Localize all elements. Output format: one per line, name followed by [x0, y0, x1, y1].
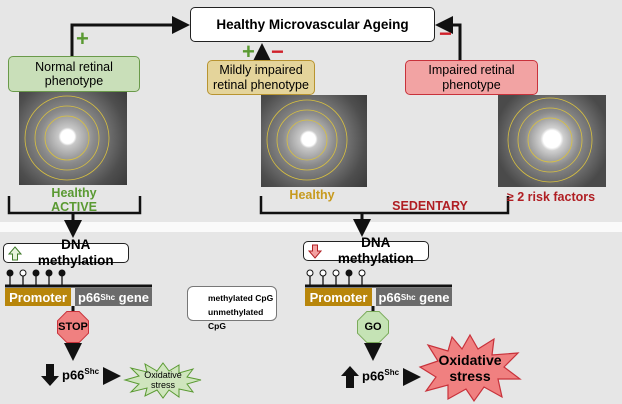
- unmethylated-cpg-marker: [332, 269, 340, 277]
- dna-methylation-increase-box: DNA methylation: [3, 237, 129, 268]
- plus-sign-left: +: [76, 26, 89, 51]
- stop-label: STOP: [58, 312, 88, 342]
- up-arrow-icon: [8, 245, 22, 260]
- promoter-block-right: Promoter: [305, 288, 372, 306]
- go-label: GO: [358, 312, 388, 342]
- unmethylated-cpg-marker: [358, 269, 366, 277]
- methylated-cpg-marker: [345, 269, 353, 277]
- unmethylated-cpg-marker: [19, 269, 27, 277]
- oxidative-stress-high: Oxidative stress: [418, 333, 522, 403]
- methylated-cpg-marker: [32, 269, 40, 277]
- dna-methylation-label: DNA methylation: [37, 237, 114, 268]
- retinal-image-impaired: [498, 95, 606, 187]
- gene-name: p66: [77, 289, 101, 305]
- stop-sign: STOP: [57, 311, 89, 343]
- gene-name: p66: [378, 289, 401, 305]
- p66-sup: Shc: [84, 367, 100, 376]
- gene-sup: Shc: [100, 292, 116, 302]
- retinal-image-normal: [19, 92, 127, 185]
- caption-healthy-active: Healthy ACTIVE: [20, 186, 128, 215]
- caption-healthy: Healthy: [51, 186, 97, 200]
- mildly-impaired-phenotype-box: Mildly impaired retinal phenotype: [207, 60, 315, 95]
- divider-band: [0, 222, 622, 232]
- gene-suffix: gene: [419, 289, 450, 305]
- impaired-phenotype-box: Impaired retinal phenotype: [405, 60, 538, 95]
- minus-sign-right: −: [439, 21, 452, 46]
- cpg-markers-right: [306, 269, 366, 285]
- arrow-left-to-title: [70, 16, 190, 56]
- p66shc-decrease-label: p66Shc: [62, 367, 99, 382]
- p66-text: p66: [62, 367, 85, 383]
- retinal-image-mildly-impaired: [261, 95, 367, 187]
- gene-sup: Shc: [400, 292, 416, 302]
- go-sign: GO: [357, 311, 389, 343]
- caption-sedentary: SEDENTARY: [392, 199, 468, 213]
- down-arrow-icon: [308, 244, 322, 259]
- unmethylated-cpg-marker: [319, 269, 327, 277]
- methylated-cpg-marker: [58, 269, 66, 277]
- dna-methylation-decrease-box: DNA methylation: [303, 235, 429, 266]
- p66-down-arrow-icon: [41, 364, 59, 386]
- gene-suffix: gene: [118, 289, 150, 305]
- promoter-block-left: Promoter: [5, 288, 71, 306]
- unmethylated-cpg-marker: [306, 269, 314, 277]
- title-healthy-microvascular-ageing: Healthy Microvascular Ageing: [190, 7, 435, 42]
- normal-retinal-phenotype-box: Normal retinal phenotype: [8, 56, 140, 92]
- caption-active: ACTIVE: [51, 200, 97, 215]
- p66-sup: Shc: [384, 368, 400, 377]
- caption-healthy-middle: Healthy: [289, 188, 335, 202]
- caption-risk-factors: ≥ 2 risk factors: [506, 190, 596, 204]
- p66shc-gene-block-right: p66 Shc gene: [376, 288, 452, 306]
- legend-unmethylated: unmethylated CpG: [208, 307, 264, 331]
- dna-methylation-label: DNA methylation: [337, 235, 414, 266]
- methylated-cpg-marker: [45, 269, 53, 277]
- plus-sign-middle: +: [242, 39, 255, 64]
- legend-methylated: methylated CpG: [208, 293, 274, 303]
- oxidative-stress-text-high: Oxidative stress: [438, 351, 502, 384]
- minus-sign-middle: −: [271, 39, 284, 64]
- bracket-sedentary: [259, 196, 510, 215]
- methylated-cpg-marker: [6, 269, 14, 277]
- arrow-right-to-title: [435, 16, 462, 60]
- oxidative-stress-low: Oxidative stress: [123, 361, 203, 399]
- p66-up-arrow-icon: [341, 366, 359, 388]
- cpg-markers-left: [6, 269, 66, 285]
- cpg-legend: methylated CpG unmethylated CpG: [187, 286, 277, 331]
- p66shc-increase-label: p66Shc: [362, 368, 399, 383]
- p66shc-gene-block-left: p66 Shc gene: [75, 288, 152, 306]
- oxidative-stress-text-low: Oxidative stress: [144, 369, 182, 390]
- p66-text: p66: [362, 368, 385, 384]
